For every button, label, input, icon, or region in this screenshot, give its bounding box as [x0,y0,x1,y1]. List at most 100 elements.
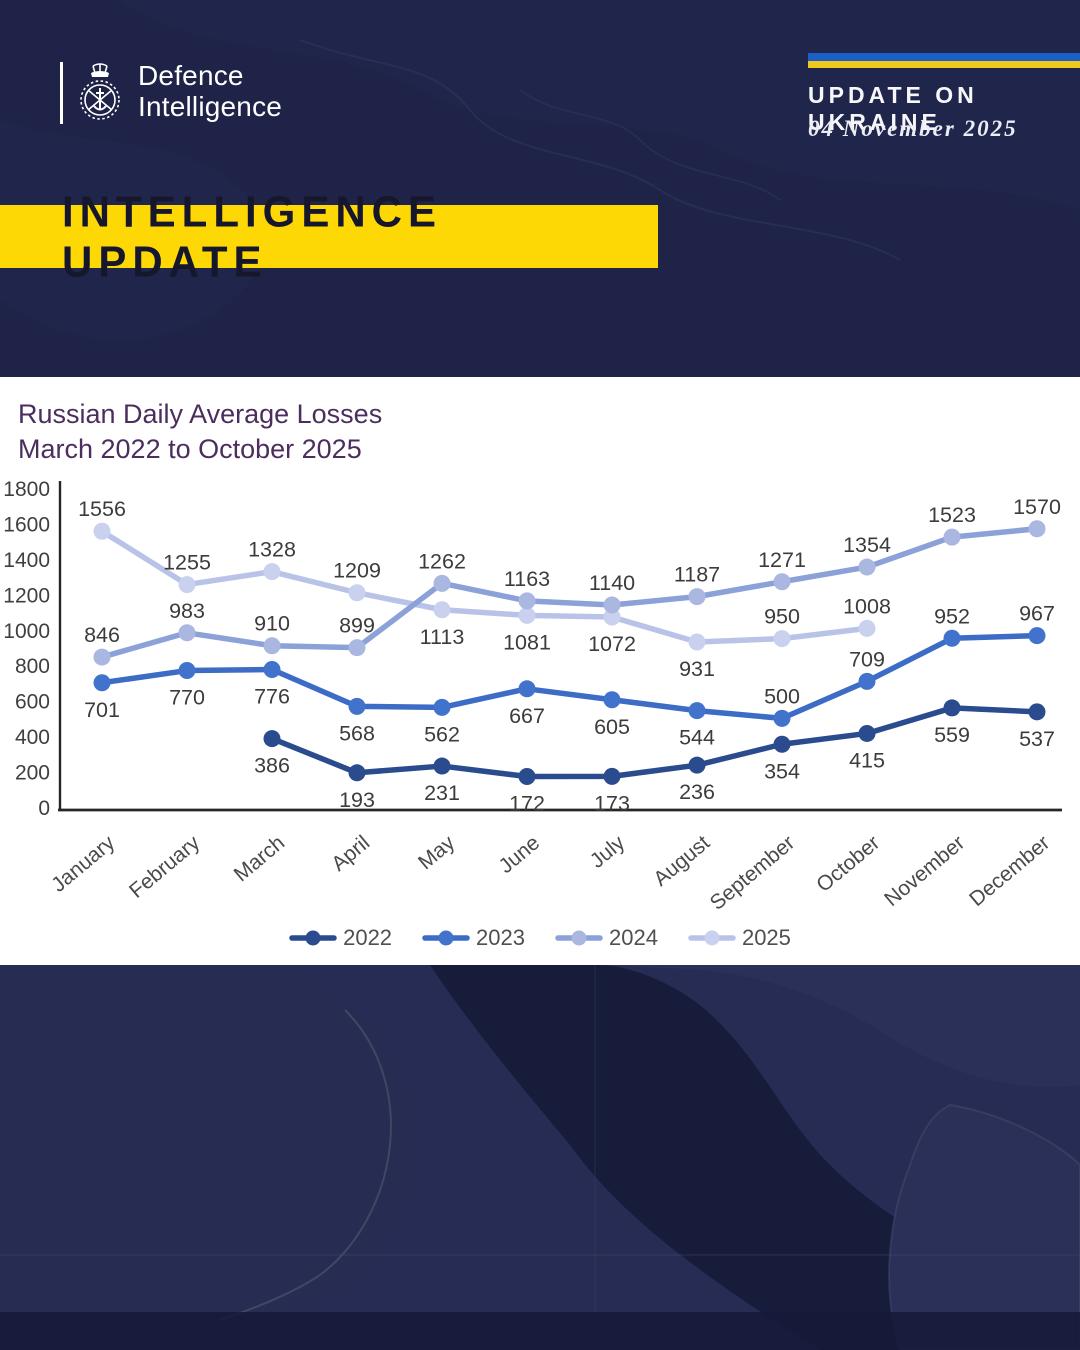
data-label-2025: 950 [764,605,800,629]
flag-yellow-stripe [808,61,1080,68]
logo-text-line2: Intelligence [138,91,283,122]
data-label-2024: 1523 [928,503,976,527]
data-label-2023: 967 [1019,602,1055,626]
y-tick-label: 200 [15,762,50,785]
legend-label: 2023 [476,925,525,950]
legend-swatch-icon [688,930,736,946]
x-tick-label: September [706,831,799,915]
data-point-2024 [178,624,196,642]
data-label-2023: 952 [934,604,970,628]
data-point-2023 [603,691,621,709]
data-point-2022 [688,756,706,774]
x-tick-label: June [495,831,545,878]
data-point-2023 [858,672,876,690]
data-point-2023 [93,674,111,692]
data-label-2024: 1570 [1013,495,1061,519]
data-point-2022 [603,767,621,785]
data-point-2024 [773,573,791,591]
update-date: 04 November 2025 [808,116,1018,141]
data-point-2022 [858,724,876,742]
data-point-2023 [518,680,536,698]
y-tick-label: 800 [15,655,50,678]
x-tick-label: February [125,831,205,903]
x-tick-label: December [965,831,1054,911]
data-point-2025 [93,522,111,540]
data-point-2025 [603,608,621,626]
y-tick-label: 1600 [3,513,50,536]
x-tick-label: August [649,831,714,891]
x-tick-label: January [47,831,119,897]
legend-label: 2024 [609,925,658,950]
y-tick-label: 400 [15,726,50,749]
losses-line-chart: 0 200 400 600 800 1000 1200 1400 1600 1800 January… [3,478,1062,915]
data-label-2024: 1262 [418,549,466,573]
data-label-2025: 1556 [78,497,126,521]
data-point-2022 [348,764,366,782]
data-label-2023: 568 [339,721,375,745]
data-label-2025: 1081 [503,630,551,654]
chart-subtitle: March 2022 to October 2025 [18,434,362,464]
intelligence-update-banner: INTELLIGENCE UPDATE [0,187,658,285]
data-point-2025 [263,563,281,581]
data-label-2024: 1354 [843,533,891,557]
x-tick-label: April [327,831,374,876]
legend-label: 2025 [741,925,791,950]
y-tick-label: 1400 [3,549,50,572]
data-point-2023 [178,662,196,680]
data-label-2022: 354 [764,759,800,783]
data-label-2023: 667 [509,704,545,728]
data-point-2022 [263,730,281,748]
data-label-2024: 846 [84,623,120,647]
data-point-2025 [858,619,876,637]
data-point-2025 [178,576,196,594]
data-label-2023: 605 [594,715,630,739]
data-label-2025: 931 [679,657,715,681]
data-label-2022: 415 [849,748,885,772]
data-point-2024 [433,574,451,592]
data-label-2023: 544 [679,726,715,750]
data-point-2025 [688,633,706,651]
data-label-2025: 1328 [248,538,296,562]
data-point-2024 [518,592,536,610]
legend-swatch-icon [555,930,603,946]
data-point-2025 [518,606,536,624]
data-label-2024: 1271 [758,548,806,572]
legend-label: 2022 [343,925,393,950]
data-point-2022 [1028,703,1046,721]
data-point-2023 [263,660,281,678]
x-tick-label: October [812,831,884,897]
mod-crest-icon [80,63,120,120]
background-map-bottom [0,965,1080,1350]
ukraine-flag-bar [808,53,1080,68]
data-point-2024 [93,648,111,666]
series-line-2024 [99,526,1040,660]
data-label-2023: 709 [849,647,885,671]
chart-panel: 0 200 400 600 800 1000 1200 1400 1600 1800 January… [0,377,1080,965]
data-label-2022: 231 [424,781,460,805]
data-point-2022 [773,735,791,753]
data-point-2023 [943,629,961,647]
data-label-2022: 386 [254,754,290,778]
data-label-2025: 1255 [163,551,211,575]
data-label-2025: 1008 [843,594,891,618]
data-label-2022: 236 [679,780,715,804]
data-label-2022: 172 [509,792,545,816]
series-line-2022 [269,705,1040,780]
y-tick-label: 1800 [3,478,50,501]
chart-title-block: Russian Daily Average Losses March 2022 … [18,397,382,467]
series-line-2023 [99,632,1040,722]
legend-item-2023: 2023 [422,925,525,951]
data-label-2023: 770 [169,686,205,710]
update-on-ukraine-label: UPDATE ON UKRAINE [808,82,978,135]
defence-intelligence-logo: Defence Intelligence [60,60,282,126]
logo-divider [60,62,63,124]
data-label-2024: 1187 [674,563,720,587]
data-label-2022: 173 [594,791,630,815]
data-label-2023: 562 [424,722,460,746]
data-label-2022: 193 [339,788,375,812]
legend-item-2022: 2022 [289,925,392,951]
banner-title: INTELLIGENCE UPDATE [62,186,443,286]
data-label-2023: 776 [254,684,290,708]
data-point-2024 [943,528,961,546]
x-tick-label: March [230,831,289,886]
